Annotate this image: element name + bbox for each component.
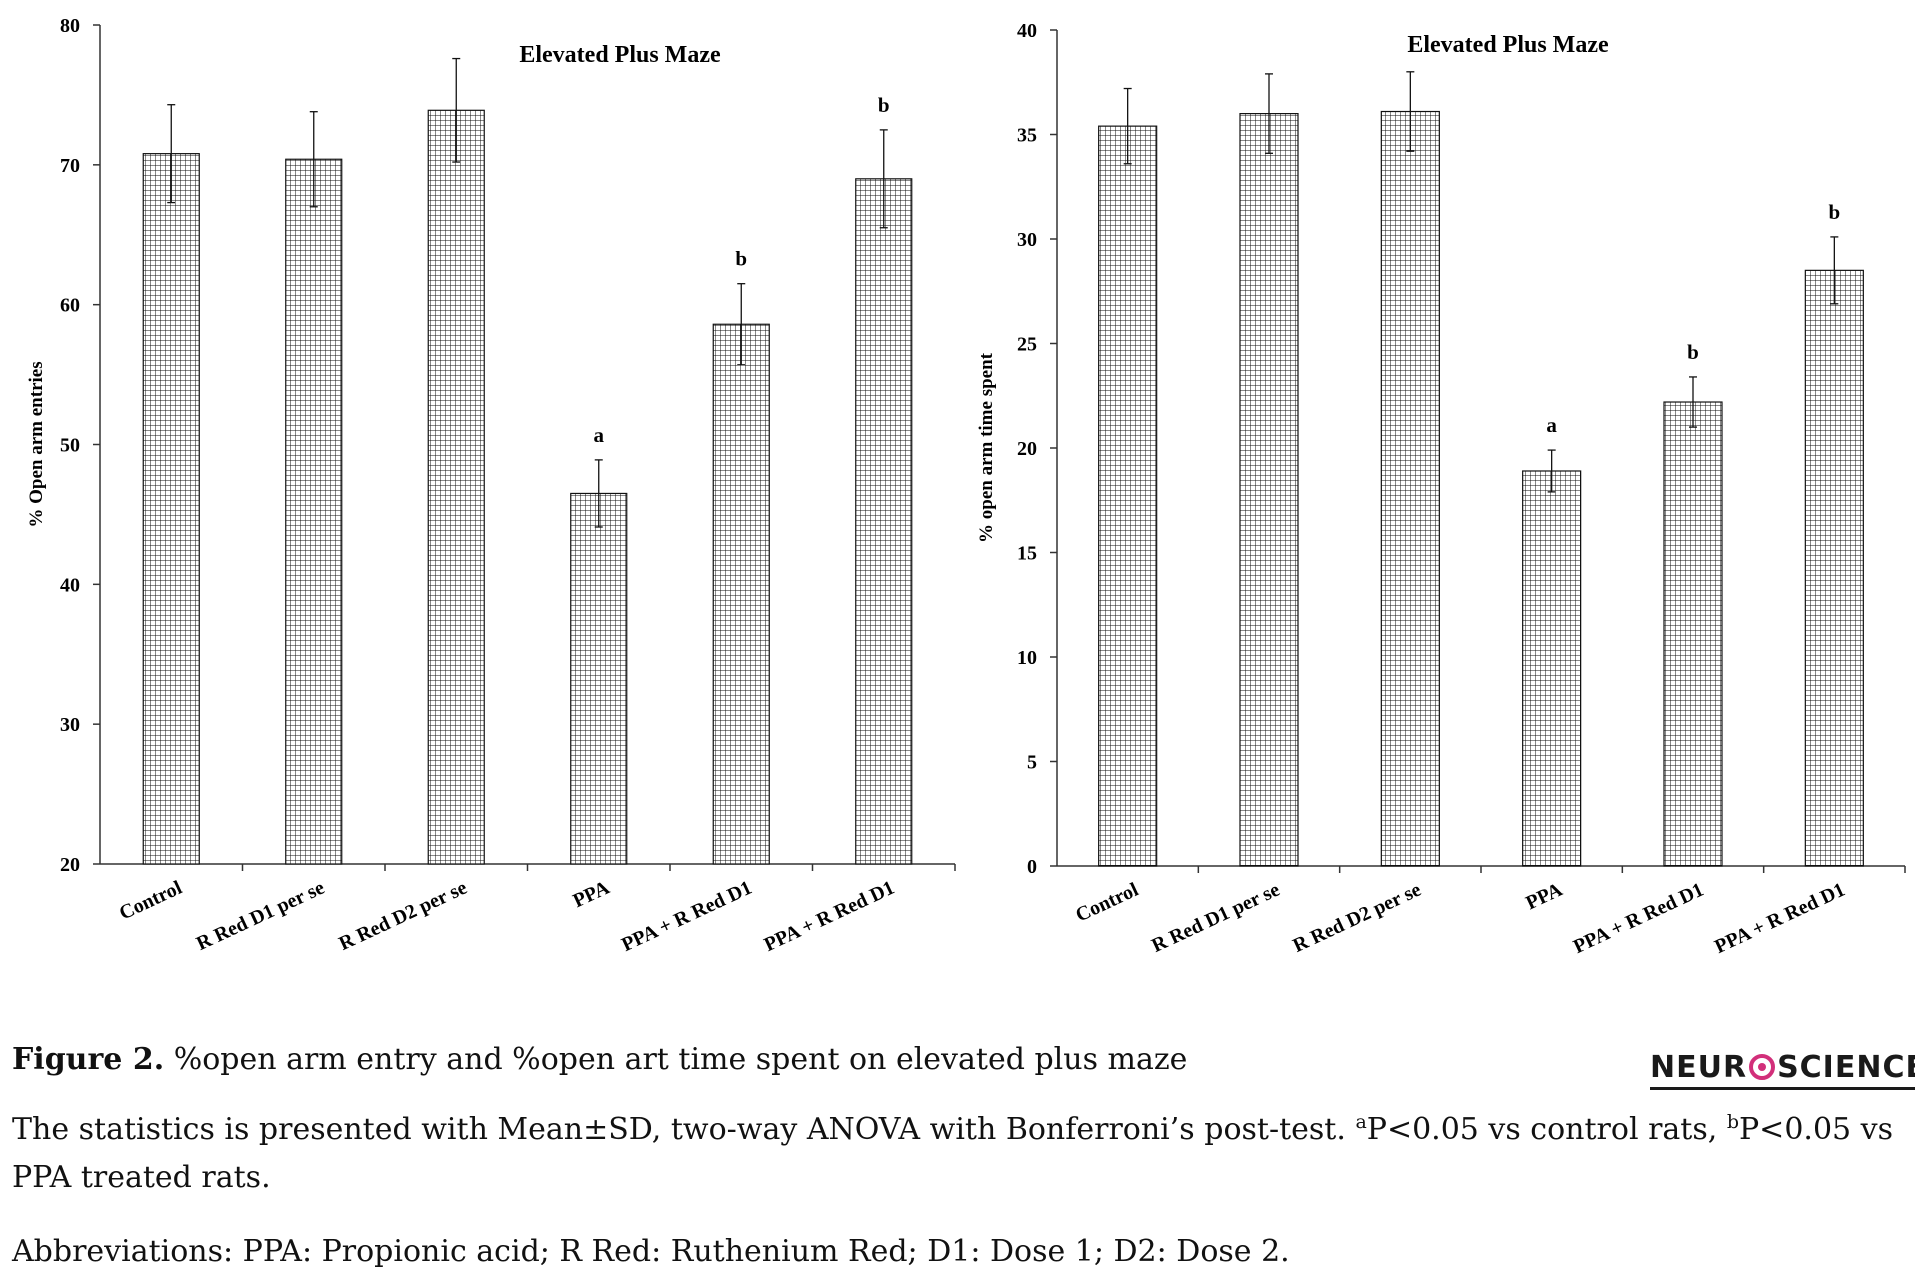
x-tick-label: R Red D2 per se (1290, 879, 1425, 958)
x-tick-label: R Red D1 per se (193, 877, 328, 956)
chart-open-arm-entries: 20 30 40 50 60 70 80 Elevated Plus Maze % Open a… (26, 15, 956, 957)
logo-text-left: NEUR (1650, 1050, 1748, 1085)
figure-caption: Figure 2. %open arm entry and %open art … (12, 1036, 1187, 1084)
y-axis-label: % open arm time spent (976, 352, 997, 543)
neuroscience-logo: NEUR SCIENCE (1650, 1050, 1915, 1090)
bar (1804, 269, 1864, 867)
chart-open-arm-time: 0 5 10 15 20 25 30 35 40 Elevated Plus Maze % open… (976, 20, 1906, 959)
y-tick-label: 25 (1017, 334, 1037, 356)
stats-sup-a: a (1355, 1111, 1367, 1133)
y-tick-label: 10 (1017, 647, 1037, 669)
bar (1380, 110, 1440, 867)
x-tick-label: R Red D1 per se (1148, 879, 1283, 958)
y-tick-label: 30 (60, 714, 80, 736)
abbreviations-note: Abbreviations: PPA: Propionic acid; R Re… (12, 1234, 1290, 1269)
logo-mark-icon (1749, 1054, 1776, 1080)
significance-label: a (1546, 413, 1557, 437)
y-tick-label: 5 (1027, 752, 1037, 774)
stats-text-1: The statistics is presented with Mean±SD… (12, 1112, 1356, 1147)
y-tick-label: 20 (1017, 438, 1037, 460)
y-tick-label: 60 (60, 295, 80, 317)
bar (855, 178, 913, 865)
chart-title: Elevated Plus Maze (519, 42, 721, 68)
y-tick-label: 20 (60, 854, 80, 876)
bar (1663, 401, 1723, 867)
y-tick-label: 30 (1017, 229, 1037, 251)
figure-label: Figure 2. (12, 1042, 165, 1077)
significance-label: b (878, 93, 890, 117)
y-tick-label: 70 (60, 155, 80, 177)
y-tick-label: 80 (60, 15, 80, 37)
x-tick-label: PPA + R Red D1 (618, 877, 755, 957)
figure-text: %open arm entry and %open art time spent… (173, 1042, 1188, 1077)
statistics-note: The statistics is presented with Mean±SD… (12, 1106, 1902, 1202)
bar (1098, 125, 1158, 867)
stats-text-3: P<0.05 vs PPA treated rats. (12, 1112, 1893, 1195)
y-tick-label: 40 (60, 574, 80, 596)
x-tick-label: Control (116, 876, 186, 924)
x-tick-label: PPA + R Red D1 (1570, 879, 1707, 959)
x-tick-label: R Red D2 per se (336, 877, 471, 956)
bar (427, 109, 485, 865)
stats-text-2: P<0.05 vs control rats, (1366, 1112, 1727, 1147)
bar (570, 492, 628, 865)
y-axis-label: % Open arm entries (26, 361, 47, 527)
y-tick-label: 15 (1017, 543, 1037, 565)
significance-label: b (1828, 200, 1840, 224)
chart-title: Elevated Plus Maze (1407, 32, 1609, 58)
x-tick-label: Control (1072, 878, 1142, 926)
x-tick-label: PPA (570, 876, 614, 912)
bar (142, 153, 200, 865)
bar (1522, 470, 1582, 867)
logo-text-right: SCIENCE (1777, 1050, 1915, 1085)
bar (712, 323, 770, 865)
x-tick-label: PPA (1523, 878, 1567, 914)
y-tick-label: 40 (1017, 20, 1037, 42)
x-tick-label: PPA + R Red D1 (1711, 879, 1848, 959)
significance-label: b (1687, 340, 1699, 364)
y-tick-label: 35 (1017, 125, 1037, 147)
bar (285, 158, 343, 865)
bar (1239, 112, 1299, 867)
significance-label: b (735, 247, 747, 271)
x-tick-label: PPA + R Red D1 (761, 877, 898, 957)
significance-label: a (594, 423, 605, 447)
stats-sup-b: b (1726, 1111, 1739, 1133)
y-tick-label: 0 (1027, 856, 1037, 878)
y-tick-label: 50 (60, 435, 80, 457)
